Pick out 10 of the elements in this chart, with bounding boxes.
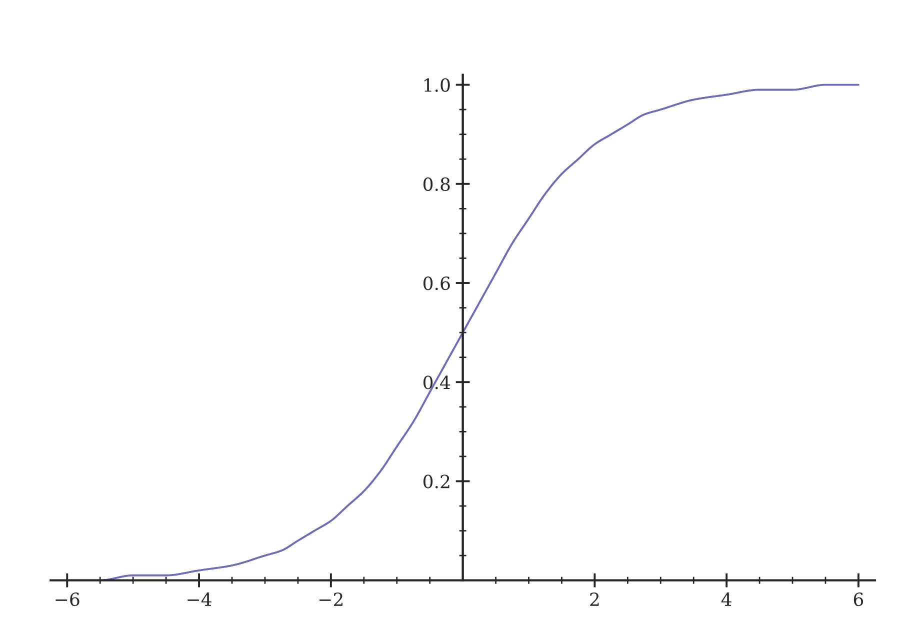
y-tick-label: 0.2 [423, 474, 450, 488]
x-tick-label: 6 [854, 592, 864, 606]
x-tick-label: 4 [721, 592, 732, 606]
y-tick-label: 1.0 [424, 78, 450, 92]
x-tick-label: 2 [590, 592, 599, 606]
x-tick-label: −2 [320, 592, 342, 606]
x-tick-label: −4 [188, 592, 212, 606]
x-tick-label: −6 [56, 592, 80, 606]
y-tick-label: 0.6 [423, 276, 450, 290]
y-tick-label: 0.8 [423, 177, 450, 192]
